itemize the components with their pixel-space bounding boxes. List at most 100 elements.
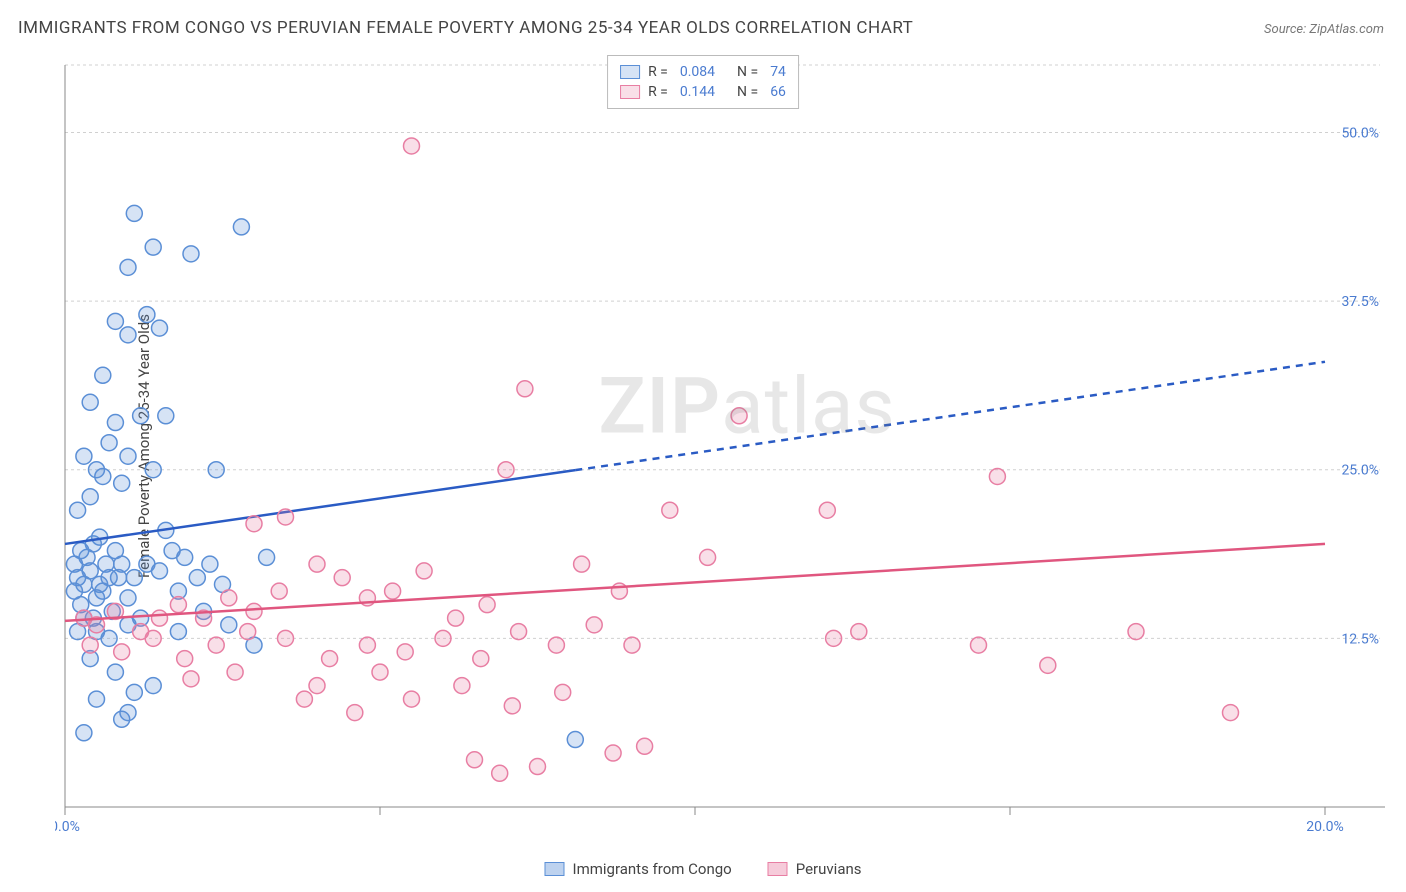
point-peruvians <box>586 617 602 633</box>
point-peruvians <box>851 624 867 640</box>
point-peruvians <box>177 651 193 667</box>
legend-swatch <box>620 65 640 79</box>
regression-line-peruvians <box>65 544 1325 621</box>
point-congo <box>126 570 142 586</box>
n-value: 66 <box>770 84 786 100</box>
point-congo <box>70 502 86 518</box>
point-peruvians <box>145 630 161 646</box>
point-peruvians <box>435 630 451 646</box>
point-congo <box>152 563 168 579</box>
point-congo <box>183 246 199 262</box>
point-peruvians <box>504 698 520 714</box>
point-peruvians <box>221 590 237 606</box>
point-peruvians <box>322 651 338 667</box>
y-tick-label: 12.5% <box>1341 631 1379 647</box>
point-peruvians <box>114 644 130 660</box>
point-peruvians <box>359 637 375 653</box>
point-peruvians <box>989 468 1005 484</box>
point-peruvians <box>819 502 835 518</box>
point-peruvians <box>334 570 350 586</box>
y-tick-label: 50.0% <box>1341 125 1379 141</box>
point-peruvians <box>479 597 495 613</box>
point-peruvians <box>700 549 716 565</box>
legend-swatch <box>544 862 564 876</box>
point-congo <box>89 462 105 478</box>
point-congo <box>567 732 583 748</box>
point-peruvians <box>454 678 470 694</box>
regression-line-congo <box>65 470 575 544</box>
point-congo <box>221 617 237 633</box>
point-peruvians <box>574 556 590 572</box>
point-congo <box>126 205 142 221</box>
point-congo <box>152 320 168 336</box>
point-peruvians <box>662 502 678 518</box>
point-peruvians <box>492 765 508 781</box>
r-label: R = <box>648 64 668 80</box>
point-congo <box>82 394 98 410</box>
point-congo <box>82 563 98 579</box>
point-peruvians <box>278 509 294 525</box>
n-value: 74 <box>770 64 786 80</box>
point-congo <box>145 462 161 478</box>
point-peruvians <box>1040 657 1056 673</box>
point-peruvians <box>183 671 199 687</box>
point-peruvians <box>309 556 325 572</box>
legend-series: Immigrants from Congo Peruvians <box>544 860 861 878</box>
watermark-rest: atlas <box>721 361 896 452</box>
point-congo <box>107 313 123 329</box>
point-peruvians <box>404 138 420 154</box>
point-peruvians <box>347 705 363 721</box>
point-peruvians <box>152 610 168 626</box>
point-congo <box>82 489 98 505</box>
point-peruvians <box>498 462 514 478</box>
point-peruvians <box>517 381 533 397</box>
point-congo <box>120 259 136 275</box>
point-peruvians <box>548 637 564 653</box>
legend-item: Peruvians <box>768 860 862 878</box>
point-congo <box>177 549 193 565</box>
legend-stat-peruvians: R =0.144N =66 <box>620 82 786 102</box>
point-peruvians <box>208 637 224 653</box>
point-peruvians <box>448 610 464 626</box>
y-tick-label: 37.5% <box>1341 294 1379 310</box>
point-peruvians <box>555 684 571 700</box>
r-value: 0.144 <box>680 84 715 100</box>
point-congo <box>158 408 174 424</box>
point-peruvians <box>246 603 262 619</box>
point-congo <box>114 556 130 572</box>
point-peruvians <box>826 630 842 646</box>
point-congo <box>114 475 130 491</box>
n-label: N = <box>737 64 758 80</box>
point-congo <box>95 367 111 383</box>
legend-item: Immigrants from Congo <box>544 860 731 878</box>
watermark-bold: ZIP <box>598 361 721 452</box>
point-peruvians <box>467 752 483 768</box>
point-peruvians <box>473 651 489 667</box>
point-peruvians <box>82 637 98 653</box>
point-peruvians <box>511 624 527 640</box>
point-peruvians <box>404 691 420 707</box>
point-congo <box>145 678 161 694</box>
point-peruvians <box>397 644 413 660</box>
point-peruvians <box>309 678 325 694</box>
chart-area: 12.5%25.0%37.5%50.0%0.0%20.0% ZIPatlas <box>55 55 1386 837</box>
point-congo <box>114 711 130 727</box>
r-value: 0.084 <box>680 64 715 80</box>
point-congo <box>259 549 275 565</box>
point-peruvians <box>530 759 546 775</box>
point-peruvians <box>240 624 256 640</box>
point-peruvians <box>372 664 388 680</box>
point-peruvians <box>296 691 312 707</box>
point-peruvians <box>971 637 987 653</box>
x-tick-label: 20.0% <box>1306 819 1344 835</box>
point-peruvians <box>624 637 640 653</box>
point-congo <box>139 307 155 323</box>
point-peruvians <box>170 597 186 613</box>
chart-title: IMMIGRANTS FROM CONGO VS PERUVIAN FEMALE… <box>18 18 913 38</box>
point-peruvians <box>637 738 653 754</box>
point-peruvians <box>246 516 262 532</box>
point-peruvians <box>416 563 432 579</box>
point-congo <box>120 448 136 464</box>
point-congo <box>101 435 117 451</box>
point-congo <box>120 590 136 606</box>
